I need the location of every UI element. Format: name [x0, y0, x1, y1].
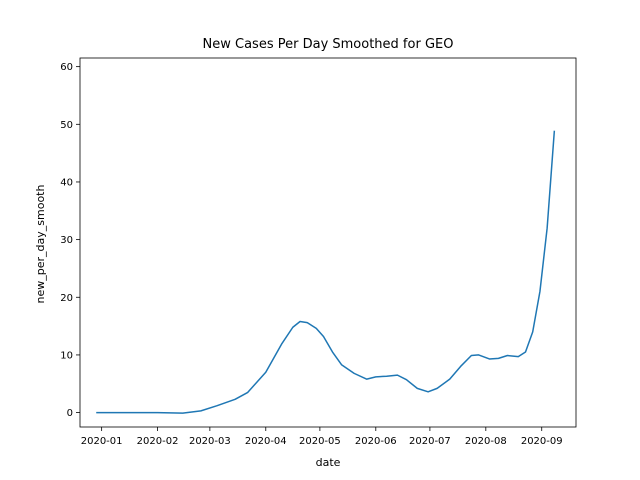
x-tick-label-5: 2020-06 [355, 436, 397, 447]
axes-frame [79, 57, 577, 428]
x-tick-label-8: 2020-09 [521, 436, 563, 447]
chart-title: New Cases Per Day Smoothed for GEO [203, 37, 454, 52]
x-tick-label-0: 2020-01 [81, 436, 123, 447]
y-tick-label-1: 10 [60, 350, 73, 361]
x-tick-label-4: 2020-05 [299, 436, 341, 447]
y-tick-label-3: 30 [60, 235, 73, 246]
x-tick-label-1: 2020-02 [137, 436, 179, 447]
y-tick-label-4: 40 [60, 177, 73, 188]
x-tick-label-3: 2020-04 [245, 436, 287, 447]
x-tick-label-2: 2020-03 [189, 436, 231, 447]
plot-area: 2020-01 2020-02 2020-03 2020-04 2020-05 2020-… [60, 57, 577, 447]
x-tick-label-7: 2020-08 [465, 436, 507, 447]
x-axis-label: date [316, 456, 341, 469]
y-tick-label-0: 0 [67, 408, 73, 419]
y-axis-label: new_per_day_smooth [34, 185, 47, 304]
y-tick-label-6: 60 [60, 62, 73, 73]
y-tick-label-2: 20 [60, 293, 73, 304]
x-tick-label-6: 2020-07 [409, 436, 451, 447]
series-line-0 [96, 130, 556, 414]
y-tick-label-5: 50 [60, 120, 73, 131]
